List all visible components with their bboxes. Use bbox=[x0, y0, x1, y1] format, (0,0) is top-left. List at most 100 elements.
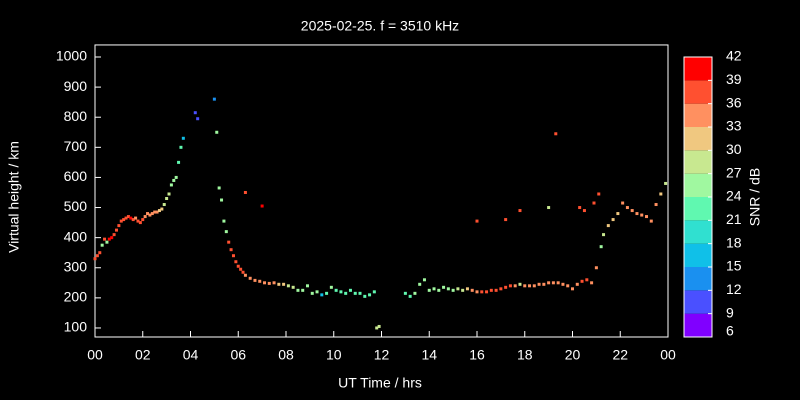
data-point bbox=[635, 212, 639, 216]
data-point bbox=[291, 285, 295, 289]
data-point bbox=[602, 233, 606, 237]
data-point bbox=[432, 287, 436, 291]
data-point bbox=[315, 290, 319, 294]
data-point bbox=[344, 291, 348, 295]
data-point bbox=[334, 288, 338, 292]
data-point bbox=[532, 284, 536, 288]
data-point bbox=[575, 282, 579, 286]
x-axis-label: UT Time / hrs bbox=[338, 375, 422, 391]
data-point bbox=[451, 288, 455, 292]
data-point bbox=[353, 291, 357, 295]
data-point bbox=[179, 145, 183, 149]
data-point bbox=[153, 210, 157, 214]
data-point bbox=[582, 209, 586, 213]
x-tick-label: 02 bbox=[135, 347, 151, 363]
data-point bbox=[305, 284, 309, 288]
data-point bbox=[167, 192, 171, 196]
data-point bbox=[172, 178, 176, 182]
data-point bbox=[95, 254, 99, 258]
data-point bbox=[136, 219, 140, 223]
data-point bbox=[528, 284, 532, 288]
data-point bbox=[578, 206, 582, 210]
x-tick-label: 14 bbox=[421, 347, 437, 363]
colorbar-tick-label: 33 bbox=[726, 118, 742, 134]
y-tick-label: 800 bbox=[64, 108, 88, 124]
data-point bbox=[296, 288, 300, 292]
data-point bbox=[547, 206, 551, 210]
data-point bbox=[146, 212, 150, 216]
data-point bbox=[193, 111, 197, 115]
data-point bbox=[547, 281, 551, 285]
data-point bbox=[174, 175, 178, 179]
colorbar-tick-label: 42 bbox=[726, 48, 742, 64]
colorbar-tick-label: 21 bbox=[726, 211, 742, 227]
colorbar-band bbox=[684, 150, 712, 174]
colorbar-band bbox=[684, 290, 712, 314]
colorbar-band bbox=[684, 220, 712, 244]
data-point bbox=[513, 284, 517, 288]
data-point bbox=[518, 209, 522, 213]
x-tick-label: 00 bbox=[87, 347, 103, 363]
data-point bbox=[551, 281, 555, 285]
data-point bbox=[403, 291, 407, 295]
data-point bbox=[461, 288, 465, 292]
data-point bbox=[659, 192, 663, 196]
data-point bbox=[196, 117, 200, 121]
data-point bbox=[480, 290, 484, 294]
data-point bbox=[475, 290, 479, 294]
data-point bbox=[220, 198, 224, 202]
colorbar-tick-label: 18 bbox=[726, 234, 742, 250]
data-point bbox=[518, 282, 522, 286]
data-point bbox=[499, 287, 503, 291]
data-point bbox=[224, 230, 228, 234]
data-point bbox=[348, 288, 352, 292]
y-tick-label: 400 bbox=[64, 228, 88, 244]
data-point bbox=[277, 282, 281, 286]
data-point bbox=[630, 209, 634, 213]
y-tick-label: 100 bbox=[64, 319, 88, 335]
data-point bbox=[131, 218, 135, 222]
x-tick-label: 06 bbox=[230, 347, 246, 363]
colorbar-tick-label: 15 bbox=[726, 258, 742, 274]
colorbar-tick-label: 24 bbox=[726, 188, 742, 204]
colorbar-tick-label: 9 bbox=[726, 304, 734, 320]
data-point bbox=[239, 267, 243, 271]
data-point bbox=[537, 282, 541, 286]
y-tick-label: 300 bbox=[64, 258, 88, 274]
colorbar-band bbox=[684, 243, 712, 267]
data-point bbox=[258, 279, 262, 283]
colorbar-band bbox=[684, 103, 712, 127]
colorbar-band bbox=[684, 313, 712, 337]
colorbar-tick-label: 39 bbox=[726, 71, 742, 87]
chart-title: 2025-02-25. f = 3510 kHz bbox=[301, 18, 459, 34]
colorbar-label: SNR / dB bbox=[747, 168, 763, 226]
data-point bbox=[103, 237, 107, 241]
data-point bbox=[556, 281, 560, 285]
data-point bbox=[592, 201, 596, 205]
data-point bbox=[217, 186, 221, 190]
data-point bbox=[456, 287, 460, 291]
data-point bbox=[640, 213, 644, 217]
data-point bbox=[580, 279, 584, 283]
colorbar-tick-label: 36 bbox=[726, 94, 742, 110]
data-point bbox=[418, 282, 422, 286]
x-tick-label: 16 bbox=[469, 347, 485, 363]
data-point bbox=[427, 288, 431, 292]
data-point bbox=[508, 284, 512, 288]
data-point bbox=[599, 245, 603, 249]
x-tick-label: 10 bbox=[326, 347, 342, 363]
data-point bbox=[301, 288, 305, 292]
data-point bbox=[523, 284, 527, 288]
y-tick-label: 700 bbox=[64, 138, 88, 154]
data-point bbox=[114, 228, 118, 232]
data-point bbox=[286, 284, 290, 288]
data-point bbox=[470, 288, 474, 292]
data-point bbox=[494, 288, 498, 292]
data-point bbox=[231, 254, 235, 258]
data-point bbox=[126, 215, 130, 219]
data-point bbox=[234, 260, 238, 264]
data-point bbox=[148, 213, 152, 217]
colorbar-band bbox=[684, 267, 712, 291]
data-point bbox=[248, 276, 252, 280]
